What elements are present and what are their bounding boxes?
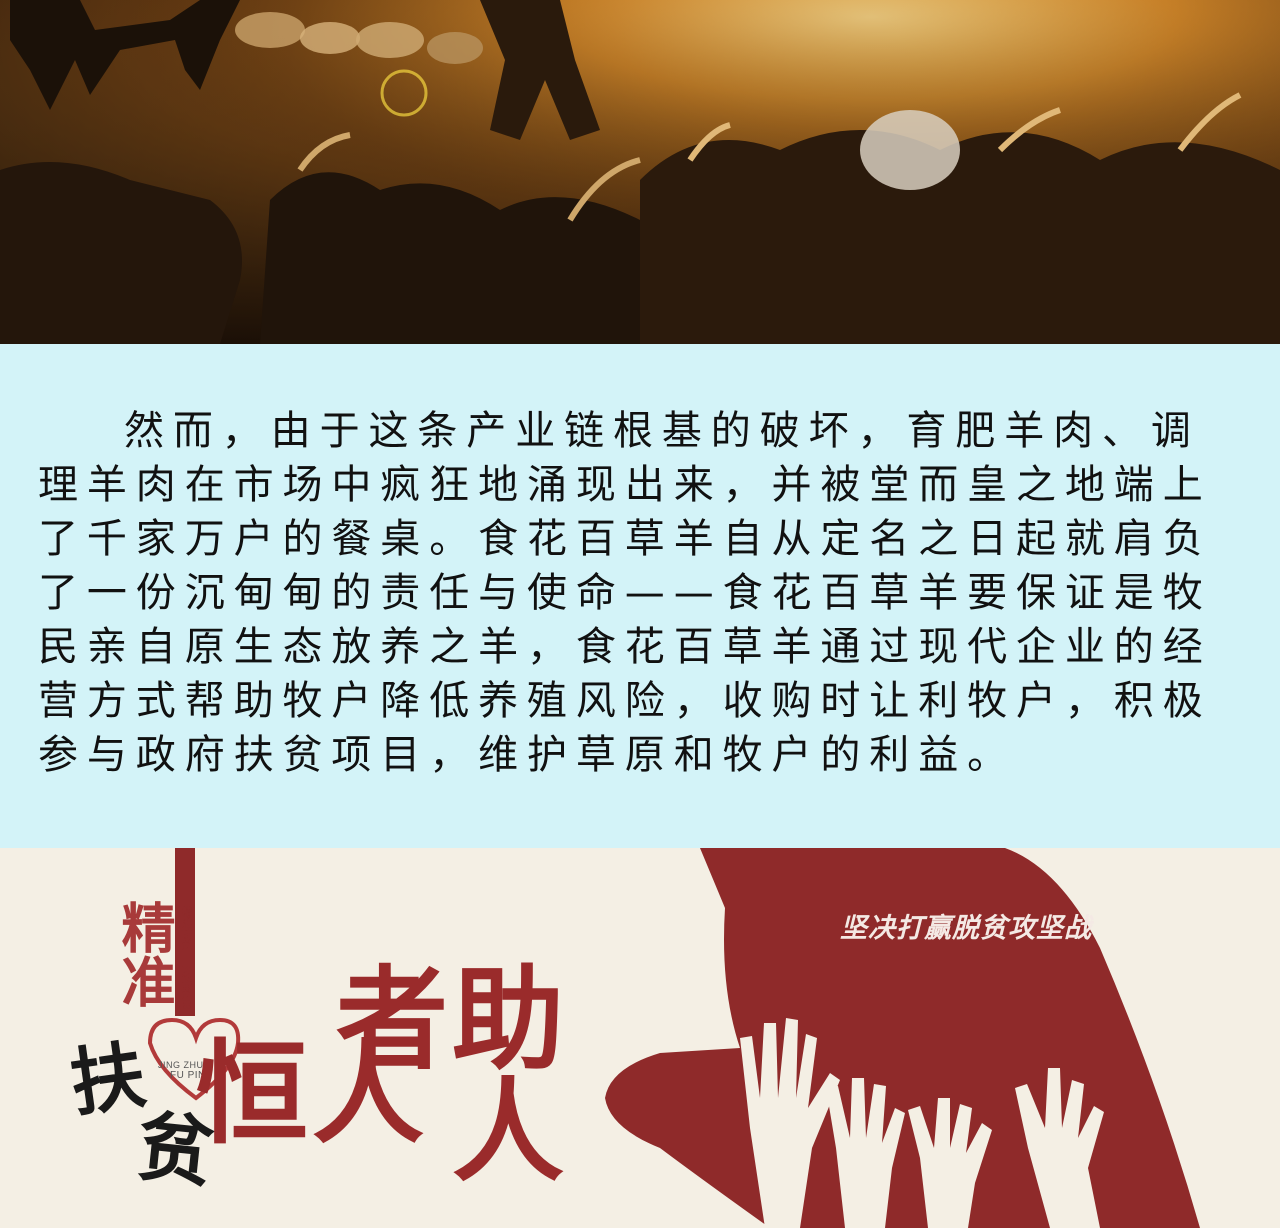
logo-pinyin-1: JING ZHUN <box>158 1060 211 1070</box>
logo-fu: 扶 <box>65 1032 151 1128</box>
goat-herd-photo <box>0 0 1280 344</box>
small-hands-group <box>740 1018 1104 1228</box>
poster-headline-2: 人恒 <box>177 1034 423 1146</box>
goat-herd-illustration <box>0 0 1280 344</box>
poverty-alleviation-poster: 精准扶贫 决战贫困 精准 扶 贫 JING ZHUN FU PIN 坚决打赢脱贫… <box>0 848 1280 1228</box>
description-section: 然而，由于这条产业链根基的破坏，育肥羊肉、调理羊肉在市场中疯狂地涌现出来，并被堂… <box>0 344 1280 848</box>
logo-small-text-2: 决战贫困 <box>180 966 193 1010</box>
logo-jingzhun: 精准 <box>112 900 175 1008</box>
logo-small-text-1: 精准扶贫 <box>180 906 193 950</box>
heart-icon <box>147 1017 241 1101</box>
logo-pinyin-2: FU PIN <box>170 1070 206 1081</box>
poster-headline-1: 助人者 <box>317 960 563 1184</box>
description-paragraph: 然而，由于这条产业链根基的破坏，育肥羊肉、调理羊肉在市场中疯狂地涌现出来，并被堂… <box>38 408 1212 778</box>
logo-vertical-bar <box>175 848 195 1016</box>
giant-hand-illustration <box>147 848 1200 1228</box>
poster-slogan: 坚决打赢脱贫攻坚战 <box>840 913 1092 944</box>
